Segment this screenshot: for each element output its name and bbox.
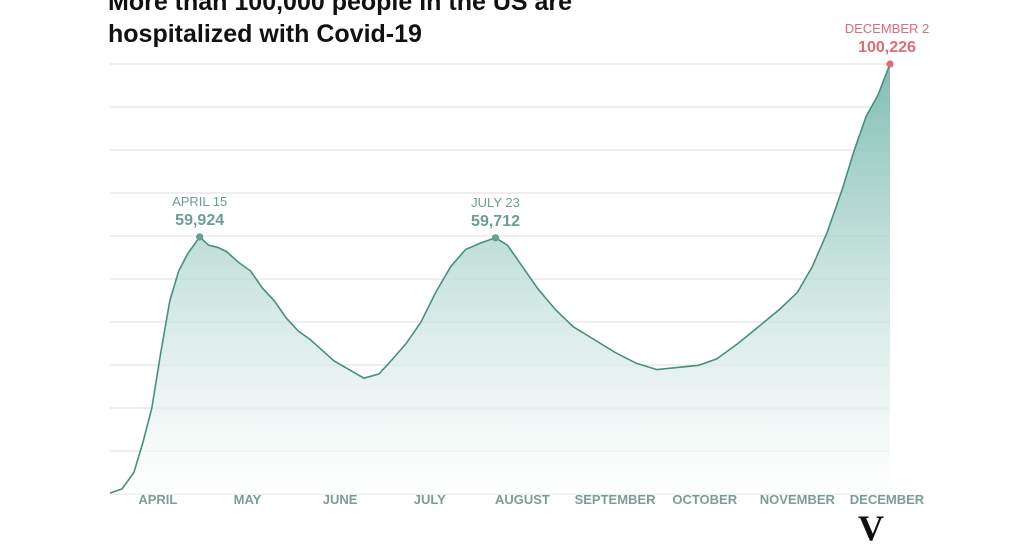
annotation-label: APRIL 15 — [172, 194, 227, 209]
annotation-label: JULY 23 — [471, 195, 520, 210]
hospitalization-area-chart: APRIL 15 59,924 JULY 23 59,712 DECEMBER 2 100… — [109, 21, 930, 507]
chart-title-line-2: hospitalized with Covid-19 — [108, 20, 422, 48]
annotation-marker — [196, 233, 204, 241]
annotation-value: 59,712 — [471, 213, 520, 230]
annotation-marker — [886, 60, 894, 68]
x-axis: APRIL MAY JUNE JULY AUGUST SEPTEMBER OCTOBER NO… — [138, 492, 924, 507]
x-tick-label: SEPTEMBER — [575, 492, 657, 507]
x-tick-label: OCTOBER — [672, 492, 737, 507]
annotation-marker — [491, 234, 500, 242]
annotation-value: 100,226 — [858, 39, 916, 56]
vox-logo: V — [858, 508, 884, 548]
x-tick-label: MAY — [234, 492, 262, 507]
annotation-value: 59,924 — [175, 212, 224, 229]
x-tick-label: JULY — [414, 492, 446, 507]
x-tick-label: APRIL — [138, 492, 177, 507]
x-tick-label: JUNE — [323, 492, 358, 507]
x-tick-label: DECEMBER — [850, 492, 925, 507]
x-tick-label: AUGUST — [495, 492, 550, 507]
x-tick-label: NOVEMBER — [760, 492, 836, 507]
chart-title: More than 100,000 people in the US are h… — [108, 0, 728, 50]
chart-title-line-1: More than 100,000 people in the US are — [108, 0, 573, 16]
area-fill — [110, 64, 890, 494]
annotation-label: DECEMBER 2 — [845, 21, 930, 36]
annotations: APRIL 15 59,924 JULY 23 59,712 DECEMBER 2 100… — [172, 21, 930, 242]
